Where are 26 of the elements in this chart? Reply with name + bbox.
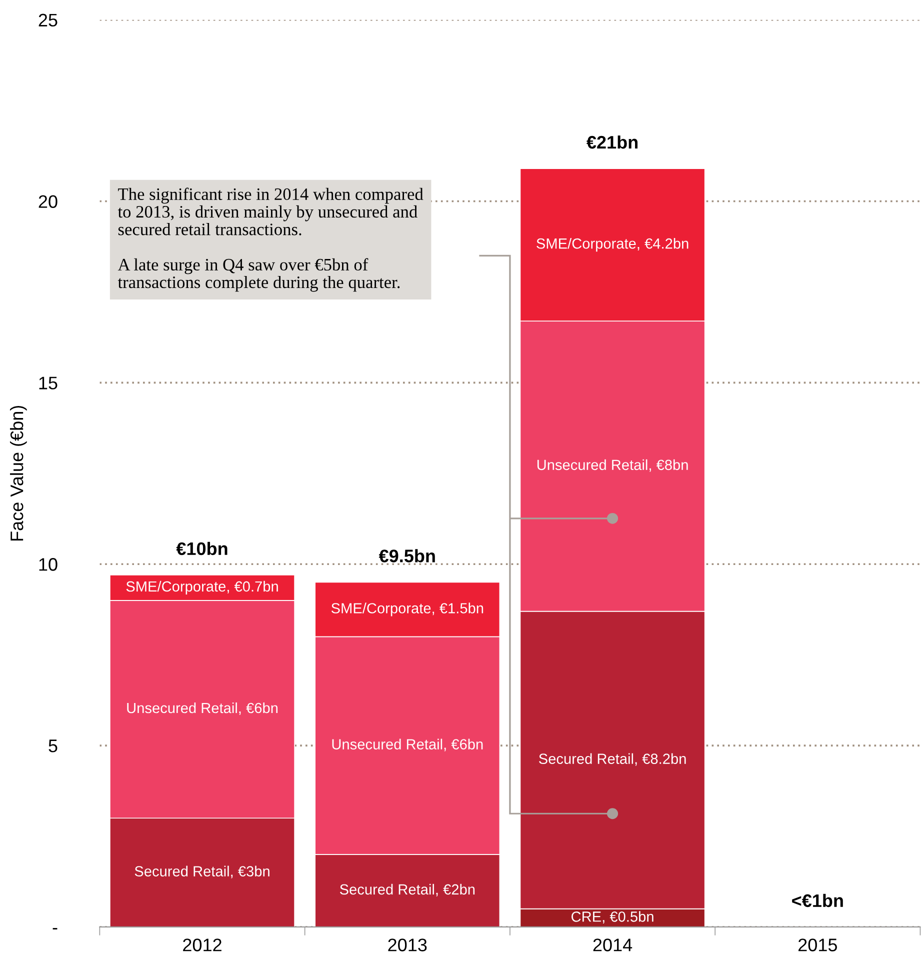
total-label: €9.5bn [378,549,435,562]
data-label: SME/Corporate, €4.2bn [536,238,688,252]
total-label: €10bn [176,542,228,556]
y-tick-label: 10 [39,558,58,571]
data-label: SME/Corporate, €0.7bn [126,580,278,595]
data-label: CRE, €0.5bn [572,911,654,924]
y-tick-label: 5 [48,740,58,752]
y-tick-label: 20 [38,195,58,208]
text: <€1bn [792,894,843,908]
x-tick-label: 2012 [183,938,222,952]
y-tick-label: 25 [38,14,58,27]
text: The significant rise in 2014 when compared to 2013, is driven mainly by unsecured and secured retail transactions. A late surge in Q4 saw over €5bn of transactions complete during the quarter. [118,188,424,292]
x-tick-label: 2014 [593,938,632,952]
data-label: Secured Retail, €3bn [134,866,270,878]
data-label: Secured Retail, €8.2bn [539,753,686,766]
x-tick-label: 2013 [388,938,427,952]
data-label: Unsecured Retail, €6bn [127,702,278,715]
y-axis-title: Face Value (€bn) [10,406,27,541]
data-label: Secured Retail, €2bn [340,884,475,896]
y-tick-label: 15 [39,376,58,390]
y-tick-label: - [52,928,58,930]
data-label: SME/Corporate, €1.5bn [331,602,484,616]
data-label: Unsecured Retail, €6bn [332,738,483,752]
total-label: €21bn [586,135,638,149]
x-tick-label: 2015 [798,938,837,952]
data-label: Unsecured Retail, €8bn [537,459,688,472]
